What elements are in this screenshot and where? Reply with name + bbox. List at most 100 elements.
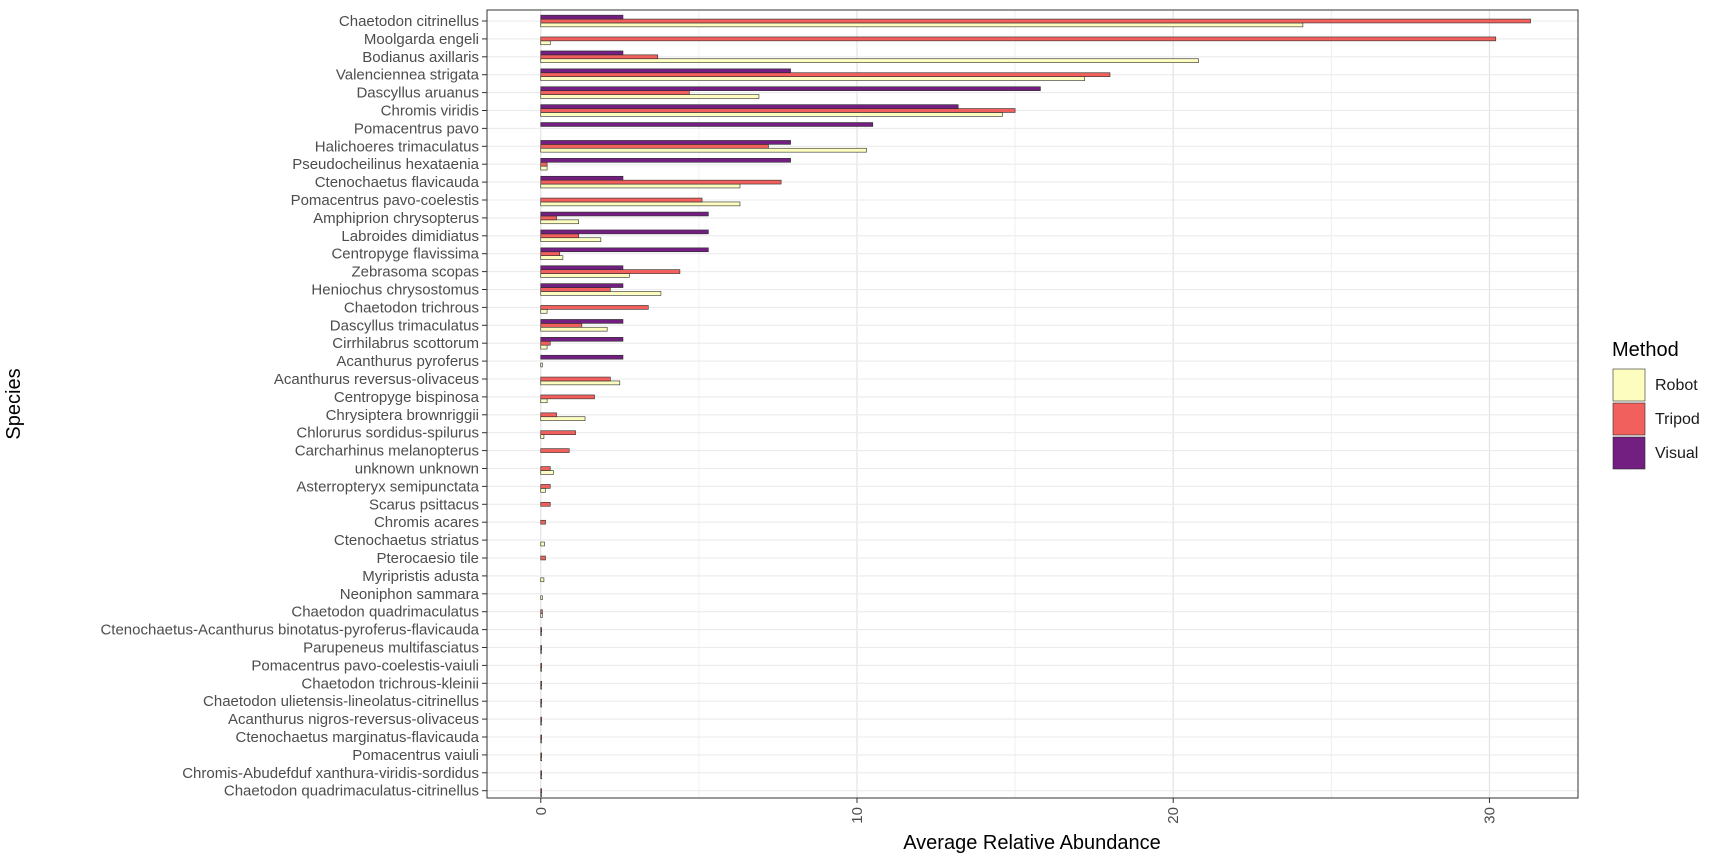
bar-robot (540, 362, 543, 368)
y-tick-label: Chaetodon trichrous-kleinii (301, 675, 479, 692)
bar-visual (540, 211, 709, 217)
bar-visual (540, 158, 791, 163)
bar-visual (540, 86, 1041, 91)
y-tick-label: Chaetodon quadrimaculatus-citrinellus (224, 783, 479, 800)
bar-robot (540, 219, 580, 225)
y-tick-label: Chaetodon ulietensis-lineolatus-citrinel… (203, 693, 479, 710)
bar-tripod (540, 430, 576, 435)
bar-visual (540, 283, 624, 288)
y-tick-label: Labroides dimidiatus (341, 228, 479, 245)
legend-label-robot: Robot (1655, 377, 1698, 394)
bar-tripod (540, 340, 551, 346)
bar-robot (540, 470, 554, 475)
bar-tripod (540, 36, 1497, 42)
bar-tripod (540, 269, 681, 274)
bar-tripod (540, 144, 769, 149)
bar-tripod (540, 215, 557, 221)
bar-robot (540, 756, 543, 762)
bar-robot (540, 613, 543, 618)
y-tick-label: Pomacentrus pavo (354, 120, 479, 137)
bar-tripod (540, 18, 1531, 24)
bar-robot (540, 165, 548, 171)
y-tick-label: Ctenochaetus striatus (334, 532, 479, 549)
legend-label-tripod: Tripod (1655, 411, 1700, 428)
bar-tripod (540, 251, 561, 256)
bar-robot (540, 147, 867, 153)
bar-tripod (540, 788, 543, 793)
y-tick-label: Amphiprion chrysopterus (313, 210, 479, 227)
y-tick-label: Pseudocheilinus hexataenia (292, 156, 479, 173)
x-tick-label: 10 (849, 807, 866, 824)
x-tick-label: 20 (1165, 807, 1182, 824)
bar-robot (540, 720, 543, 726)
bar-visual (540, 319, 624, 324)
bar-robot (540, 649, 543, 654)
bar-tripod (540, 627, 543, 632)
bar-robot (540, 541, 545, 547)
bar-robot (540, 398, 548, 404)
bar-tripod (540, 376, 611, 382)
bar-robot (540, 112, 1003, 117)
bar-tripod (540, 233, 580, 239)
y-tick-label: Neoniphon sammara (340, 586, 480, 603)
y-tick-label: Pomacentrus pavo-coelestis (291, 192, 479, 209)
y-tick-label: Acanthurus reversus-olivaceus (274, 371, 479, 388)
bar-tripod (540, 54, 659, 60)
y-tick-label: Cirrhilabrus scottorum (332, 335, 479, 352)
y-tick-label: Asterropteryx semipunctata (296, 478, 479, 495)
bar-visual (540, 122, 874, 127)
y-tick-label: Centropyge bispinosa (334, 389, 480, 406)
y-tick-label: Dascyllus aruanus (356, 85, 479, 102)
bar-robot (540, 183, 741, 189)
y-tick-label: Scarus psittacus (369, 496, 479, 513)
bar-tripod (540, 752, 543, 758)
bar-tripod (540, 734, 543, 740)
legend-title: Method (1612, 339, 1679, 361)
y-tick-label: Chromis-Abudefduf xanthura-viridis-sordi… (182, 765, 479, 782)
y-tick-label: Ctenochaetus-Acanthurus binotatus-pyrofe… (100, 622, 479, 639)
legend-key-visual (1612, 436, 1646, 470)
y-axis-title: Species (3, 368, 25, 439)
legend: Method Robot Tripod Visual (1612, 339, 1700, 470)
y-tick-label: Chrysiptera brownriggii (326, 407, 479, 424)
bar-visual (540, 140, 791, 145)
bar-tripod (540, 663, 543, 668)
y-tick-label: Chromis acares (374, 514, 479, 531)
bar-tripod (540, 698, 543, 704)
y-tick-label: Halichoeres trimaculatus (315, 138, 479, 155)
bar-visual (540, 337, 624, 342)
bar-robot (540, 255, 564, 260)
y-tick-label: Parupeneus multifasciatus (303, 640, 479, 657)
bar-visual (540, 354, 624, 360)
bar-tripod (540, 519, 546, 525)
bars-layer (540, 14, 1531, 797)
legend-key-tripod (1612, 402, 1646, 436)
bar-tripod (540, 645, 543, 650)
bar-tripod (540, 197, 703, 203)
y-tick-label: unknown unknown (355, 461, 479, 478)
bar-robot (540, 631, 543, 636)
bar-robot (540, 201, 741, 207)
bar-robot (540, 702, 543, 708)
bar-robot (540, 291, 662, 296)
y-tick-label: Carcharhinus melanopterus (295, 443, 479, 460)
bar-robot (540, 774, 543, 779)
x-tick-label: 0 (533, 807, 550, 815)
bar-tripod (540, 502, 551, 507)
bar-visual (540, 50, 624, 56)
bar-tripod (540, 305, 649, 310)
bar-tripod (540, 448, 570, 453)
bar-visual (540, 175, 624, 181)
bar-robot (540, 309, 548, 314)
bar-robot (540, 58, 1199, 63)
bar-tripod (540, 770, 543, 776)
bar-tripod (540, 681, 543, 686)
panel-border (486, 9, 1579, 799)
y-tick-label: Pterocaesio tile (376, 550, 479, 567)
bar-robot (540, 488, 546, 493)
bar-robot (540, 40, 551, 46)
bar-visual (540, 104, 959, 109)
bar-tripod (540, 108, 1016, 113)
bar-tripod (540, 323, 583, 328)
